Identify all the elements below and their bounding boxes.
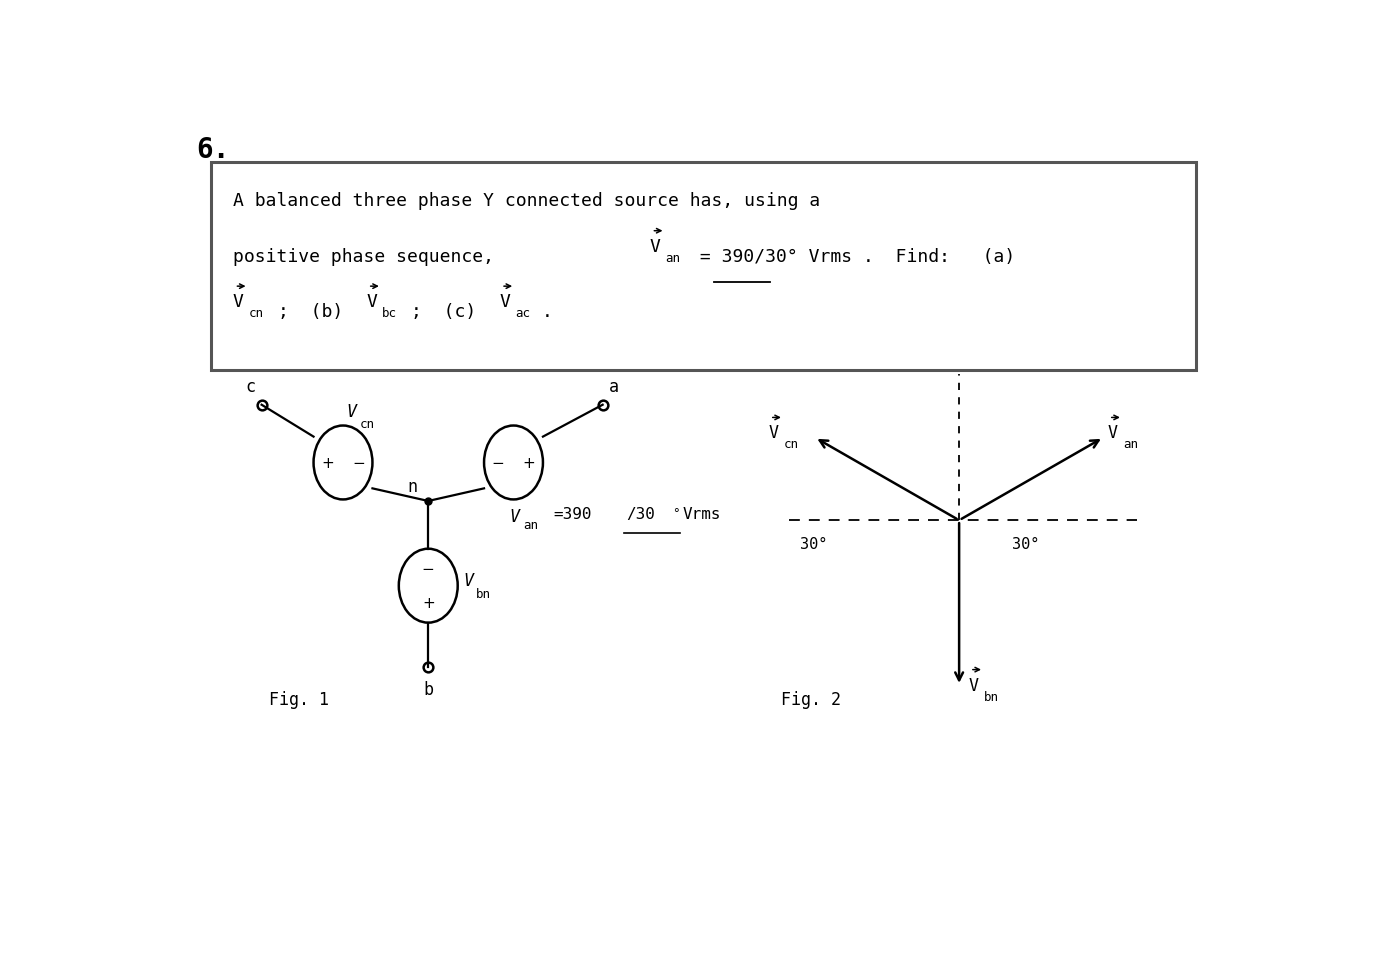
Text: ;  (c): ; (c)	[411, 303, 498, 321]
Text: 6.: 6.	[196, 136, 229, 164]
Text: °: °	[672, 506, 680, 520]
Text: .: .	[542, 303, 553, 321]
Text: cn: cn	[248, 307, 264, 320]
Text: V: V	[769, 424, 778, 442]
Text: n: n	[407, 478, 417, 495]
Text: b: b	[424, 680, 433, 699]
Text: V: V	[233, 293, 244, 310]
Text: c: c	[246, 378, 255, 396]
Text: an: an	[523, 518, 538, 531]
Text: ;  (b): ; (b)	[277, 303, 364, 321]
Text: +: +	[523, 456, 535, 471]
Text: an: an	[665, 252, 680, 264]
Text: −: −	[352, 456, 364, 471]
Text: /30: /30	[627, 506, 654, 522]
Text: 30°: 30°	[800, 536, 828, 552]
Text: bn: bn	[476, 587, 491, 601]
Text: V: V	[1107, 424, 1118, 442]
Text: V: V	[650, 237, 661, 256]
Text: Fig. 1: Fig. 1	[269, 690, 330, 708]
Text: A balanced three phase Y connected source has, using a: A balanced three phase Y connected sourc…	[233, 192, 820, 210]
Text: =390: =390	[553, 506, 592, 522]
Text: V: V	[969, 676, 978, 694]
Text: bn: bn	[984, 690, 999, 702]
Text: V: V	[500, 293, 511, 310]
Text: −: −	[491, 456, 504, 471]
Text: V: V	[464, 571, 473, 589]
Text: = 390/30° Vrms .  Find:   (a): = 390/30° Vrms . Find: (a)	[689, 248, 1014, 265]
Text: V: V	[366, 293, 377, 310]
Text: Vrms: Vrms	[683, 506, 720, 522]
Text: V: V	[509, 507, 520, 526]
Text: Fig. 2: Fig. 2	[781, 690, 840, 708]
FancyBboxPatch shape	[211, 163, 1195, 371]
Text: +: +	[422, 596, 435, 610]
Text: −: −	[422, 561, 435, 577]
Text: positive phase sequence,: positive phase sequence,	[233, 248, 516, 265]
Text: bc: bc	[382, 307, 397, 320]
Text: 30°: 30°	[1012, 536, 1039, 552]
Text: +: +	[322, 456, 334, 471]
Text: a: a	[609, 378, 618, 396]
Text: ac: ac	[515, 307, 530, 320]
Text: cn: cn	[784, 438, 799, 451]
Text: cn: cn	[360, 418, 375, 431]
Text: V: V	[346, 403, 357, 421]
Text: an: an	[1123, 438, 1137, 451]
